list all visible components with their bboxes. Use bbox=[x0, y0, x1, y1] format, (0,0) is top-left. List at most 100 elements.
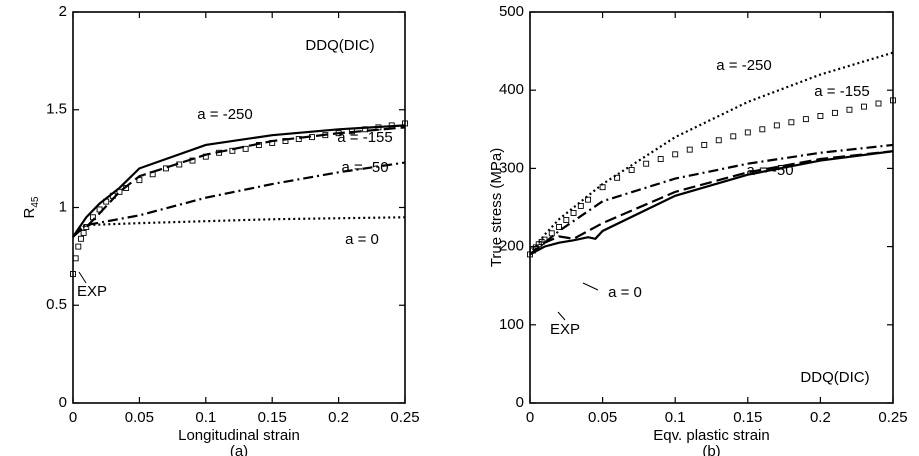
caption: (a) bbox=[230, 443, 248, 456]
y-tick-label: 0 bbox=[59, 394, 67, 411]
x-tick-label: 0 bbox=[526, 409, 534, 426]
data-marker bbox=[83, 224, 90, 231]
data-line bbox=[72, 126, 406, 238]
data-marker bbox=[788, 119, 795, 126]
y-axis-label: True stress (MPa) bbox=[488, 148, 505, 267]
leader-line bbox=[582, 282, 599, 291]
y-tick-label: 1.5 bbox=[46, 101, 67, 118]
data-marker bbox=[402, 120, 408, 127]
data-line bbox=[529, 150, 894, 256]
y-tick-label: 300 bbox=[499, 159, 524, 176]
series-label: a = -250 bbox=[716, 57, 771, 74]
data-marker bbox=[70, 271, 76, 277]
data-marker bbox=[116, 188, 123, 195]
data-marker bbox=[759, 126, 766, 133]
data-marker bbox=[614, 174, 621, 181]
data-marker bbox=[773, 122, 780, 129]
data-marker bbox=[109, 192, 116, 199]
data-marker bbox=[846, 106, 853, 113]
data-marker bbox=[890, 97, 896, 104]
y-tick-label: 400 bbox=[499, 81, 524, 98]
series-label: EXP bbox=[77, 283, 107, 300]
series-label: a = -50 bbox=[746, 162, 793, 179]
data-marker bbox=[75, 243, 82, 250]
data-marker bbox=[577, 202, 584, 209]
data-marker bbox=[103, 198, 110, 205]
plot-frame bbox=[529, 11, 894, 404]
chart-title: DDQ(DIC) bbox=[800, 369, 869, 386]
data-marker bbox=[628, 167, 635, 173]
data-line bbox=[72, 124, 406, 238]
data-marker bbox=[570, 210, 577, 216]
y-tick-label: 500 bbox=[499, 3, 524, 20]
x-tick-label: 0.2 bbox=[810, 409, 831, 426]
data-marker bbox=[202, 153, 209, 160]
data-marker bbox=[216, 149, 223, 156]
data-marker bbox=[875, 100, 882, 107]
data-marker bbox=[563, 217, 570, 223]
x-tick-label: 0.25 bbox=[878, 409, 907, 426]
leader-line bbox=[557, 311, 566, 321]
data-marker bbox=[72, 255, 79, 262]
y-tick-label: 0.5 bbox=[46, 296, 67, 313]
data-marker bbox=[123, 184, 130, 191]
y-axis-label-text: True stress (MPa) bbox=[488, 148, 505, 267]
data-marker bbox=[348, 128, 355, 135]
series-label: a = 0 bbox=[345, 231, 379, 248]
series-label: a = -250 bbox=[197, 106, 252, 123]
data-marker bbox=[362, 126, 369, 133]
data-marker bbox=[599, 184, 606, 191]
leader-line bbox=[78, 271, 87, 284]
data-marker bbox=[176, 161, 183, 168]
y-tick-label: 200 bbox=[499, 238, 524, 255]
data-marker bbox=[295, 136, 302, 143]
x-axis-label: Eqv. plastic strain bbox=[653, 427, 769, 444]
data-line bbox=[529, 150, 894, 256]
data-marker bbox=[388, 122, 395, 129]
x-tick-label: 0.15 bbox=[258, 409, 287, 426]
data-line bbox=[72, 216, 406, 238]
data-marker bbox=[861, 103, 867, 110]
data-marker bbox=[89, 214, 96, 221]
data-marker bbox=[541, 236, 548, 243]
x-tick-label: 0.1 bbox=[195, 409, 216, 426]
data-marker bbox=[817, 113, 824, 119]
data-marker bbox=[643, 160, 650, 167]
data-marker bbox=[730, 133, 737, 140]
data-marker bbox=[744, 129, 751, 136]
data-marker bbox=[229, 147, 236, 154]
series-label: a = -155 bbox=[337, 129, 392, 146]
data-marker bbox=[78, 235, 84, 242]
y-axis-label: R45 bbox=[21, 196, 41, 218]
data-marker bbox=[149, 171, 156, 178]
y-tick-label: 0 bbox=[516, 394, 524, 411]
x-tick-label: 0.2 bbox=[328, 409, 349, 426]
data-marker bbox=[322, 132, 329, 139]
data-marker bbox=[189, 157, 196, 164]
data-marker bbox=[375, 124, 382, 131]
y-axis-label-subscript: 45 bbox=[30, 196, 41, 208]
x-tick-label: 0.15 bbox=[733, 409, 762, 426]
data-marker bbox=[686, 146, 693, 153]
x-tick-label: 0 bbox=[69, 409, 77, 426]
data-marker bbox=[282, 138, 289, 144]
data-marker bbox=[96, 206, 103, 213]
series-label: a = -155 bbox=[814, 83, 869, 100]
data-marker bbox=[163, 165, 169, 172]
y-tick-label: 1 bbox=[59, 198, 67, 215]
data-marker bbox=[556, 224, 562, 231]
data-marker bbox=[136, 177, 143, 184]
x-axis-label: Longitudinal strain bbox=[178, 427, 300, 444]
series-label: a = -50 bbox=[341, 159, 388, 176]
data-marker bbox=[309, 134, 315, 141]
y-tick-label: 100 bbox=[499, 316, 524, 333]
data-line bbox=[72, 161, 406, 238]
series-label: a = 0 bbox=[608, 284, 642, 301]
plot-frame bbox=[72, 11, 406, 404]
x-tick-label: 0.25 bbox=[390, 409, 419, 426]
x-tick-label: 0.05 bbox=[125, 409, 154, 426]
data-marker bbox=[657, 156, 664, 162]
data-marker bbox=[701, 141, 708, 148]
data-marker bbox=[255, 141, 262, 148]
